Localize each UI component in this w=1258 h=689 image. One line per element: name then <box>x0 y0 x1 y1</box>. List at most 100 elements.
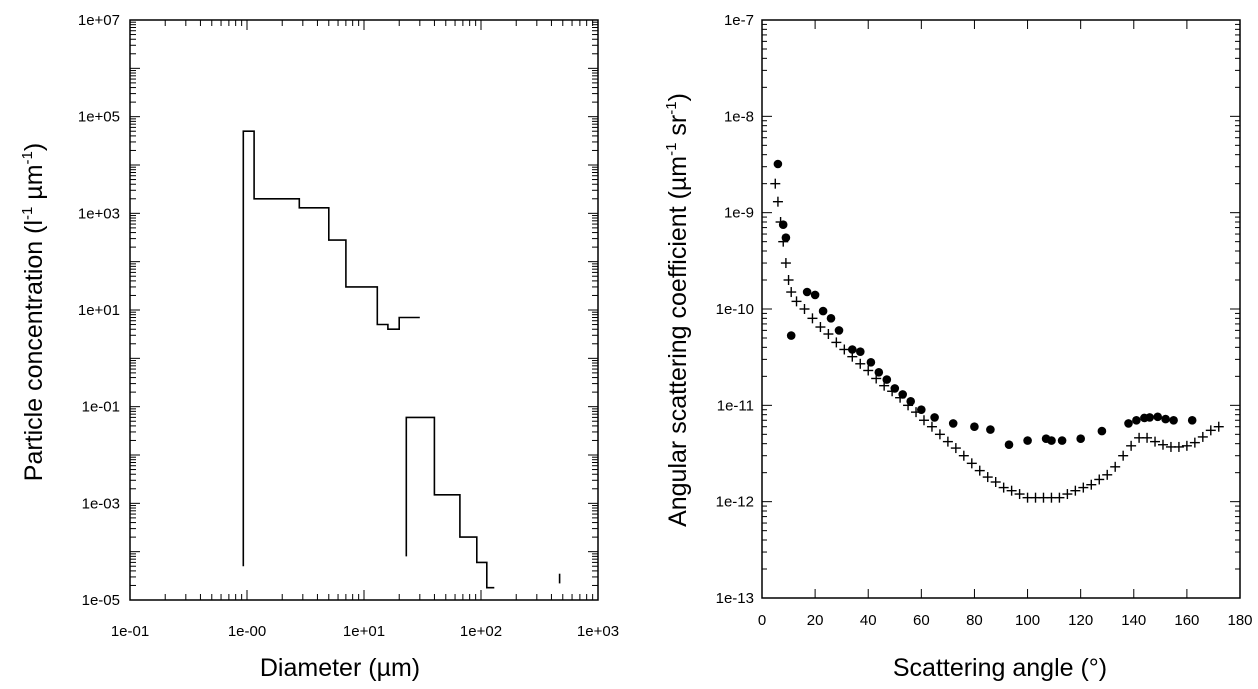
left-y-tick-label: 1e-05 <box>82 592 120 609</box>
right-point-circle <box>1057 436 1067 445</box>
right-point-plus <box>958 450 969 461</box>
right-point-plus <box>775 217 786 228</box>
right-point-plus <box>1142 432 1153 443</box>
right-point-circle <box>1161 414 1170 424</box>
right-point-plus <box>786 287 797 298</box>
right-point-circle <box>1023 436 1032 445</box>
right-y-tick-label: 1e-7 <box>724 12 754 29</box>
right-point-plus <box>1118 450 1129 461</box>
right-x-tick-label: 40 <box>860 612 877 629</box>
right-point-plus <box>1070 485 1081 496</box>
left-x-tick-label: 1e+01 <box>343 623 385 640</box>
right-y-tick-label: 1e-8 <box>724 108 754 125</box>
right-point-plus <box>934 429 945 440</box>
left-ylabel-text: Particle concentration (l <box>20 220 48 481</box>
right-point-circle <box>948 419 958 428</box>
right-point-plus <box>1110 461 1121 472</box>
right-point-circle <box>1153 412 1162 422</box>
right-x-tick-label: 140 <box>1121 612 1146 629</box>
left-y-tick-label: 1e-01 <box>82 399 120 416</box>
right-point-plus <box>903 400 914 411</box>
right-point-plus <box>911 407 922 418</box>
right-point-circle <box>1076 434 1085 444</box>
left-ylabel-sup1: -1 <box>19 207 36 220</box>
right-point-plus <box>1086 479 1097 490</box>
left-plot-frame <box>129 19 599 601</box>
right-point-plus <box>1157 439 1168 450</box>
right-point-plus <box>815 322 826 333</box>
right-point-plus <box>950 443 961 454</box>
right-y-tick-label: 1e-13 <box>716 590 754 607</box>
right-point-plus <box>1173 441 1184 452</box>
right-point-plus <box>839 344 850 355</box>
right-point-circle <box>1145 413 1154 422</box>
right-point-circle <box>834 326 844 335</box>
right-x-tick-label: 60 <box>913 612 930 629</box>
right-point-circle <box>856 347 865 357</box>
right-x-axis-label: Scattering angle (°) <box>893 654 1107 682</box>
right-point-plus <box>863 365 874 376</box>
right-point-circle <box>826 314 836 323</box>
right-point-plus <box>1062 489 1073 500</box>
right-point-circle <box>986 425 995 434</box>
right-point-plus <box>887 386 898 397</box>
right-point-plus <box>1197 431 1208 442</box>
right-point-plus <box>1205 425 1216 436</box>
right-point-plus <box>823 329 834 340</box>
right-point-plus <box>783 275 794 286</box>
right-tick-labels: 0 20 40 60 80 100 120 140 160 180 1e-13 1e-12 1e-11 1… <box>716 12 1253 629</box>
left-y-tick-label: 1e+05 <box>78 109 120 126</box>
left-y-tick-label: 1e-03 <box>82 495 120 512</box>
right-point-plus <box>966 458 977 469</box>
right-ylabel-text: Angular scattering coefficient (µm <box>664 156 692 527</box>
left-x-tick-label: 1e-01 <box>111 623 149 640</box>
size-distribution-chart: 1e-01 1e-00 1e+01 1e+02 1e+03 1e-05 1e-03 1e-01… <box>19 12 619 682</box>
left-xlabel-text: Diameter ( <box>260 654 377 682</box>
right-axis-ticks <box>761 19 1241 599</box>
right-ylabel-sup2: -1 <box>663 101 680 114</box>
left-y-tick-label: 1e+01 <box>78 302 120 319</box>
left-x-tick-label: 1e-00 <box>228 623 266 640</box>
left-axis-ticks <box>129 19 599 601</box>
right-point-plus <box>778 236 789 247</box>
left-y-tick-label: 1e+03 <box>78 205 120 222</box>
right-point-circle <box>848 345 857 354</box>
right-point-circle <box>1132 416 1141 425</box>
left-series-group <box>242 130 561 589</box>
right-point-plus <box>1006 485 1017 496</box>
right-y-tick-label: 1e-10 <box>716 301 754 318</box>
right-point-plus <box>990 477 1001 488</box>
right-series-group <box>770 159 1224 503</box>
right-point-plus <box>942 436 953 447</box>
right-y-tick-label: 1e-12 <box>716 494 754 511</box>
left-step-series-1 <box>242 130 420 567</box>
right-y-tick-label: 1e-11 <box>717 397 754 414</box>
right-point-plus <box>895 392 906 403</box>
right-ylabel-end: ) <box>664 93 692 101</box>
right-point-plus <box>998 482 1009 493</box>
left-xlabel-unit: µm <box>377 654 412 682</box>
right-point-plus <box>831 337 842 348</box>
right-point-plus <box>879 380 890 391</box>
right-point-circle <box>786 331 796 340</box>
right-point-circle <box>1169 416 1178 425</box>
right-point-circle <box>773 159 783 169</box>
right-point-circle <box>1004 440 1014 450</box>
right-point-plus <box>847 351 858 362</box>
right-point-plus <box>855 358 866 369</box>
right-point-plus <box>871 373 882 384</box>
right-point-plus <box>807 313 818 324</box>
left-x-axis-label: Diameter (µm) <box>260 654 420 682</box>
right-point-plus <box>1014 489 1025 500</box>
right-x-tick-label: 0 <box>758 612 766 629</box>
right-point-plus <box>780 258 791 269</box>
right-point-plus <box>1150 436 1161 447</box>
right-point-plus <box>982 472 993 483</box>
right-point-plus <box>1094 474 1105 485</box>
right-ylabel-sup1: -1 <box>663 143 680 156</box>
right-x-tick-label: 120 <box>1068 612 1093 629</box>
left-step-series-2 <box>405 416 495 589</box>
right-point-plus <box>918 415 929 426</box>
right-y-axis-label: Angular scattering coefficient (µm-1 sr-… <box>663 93 692 527</box>
right-point-circle <box>1047 436 1056 445</box>
